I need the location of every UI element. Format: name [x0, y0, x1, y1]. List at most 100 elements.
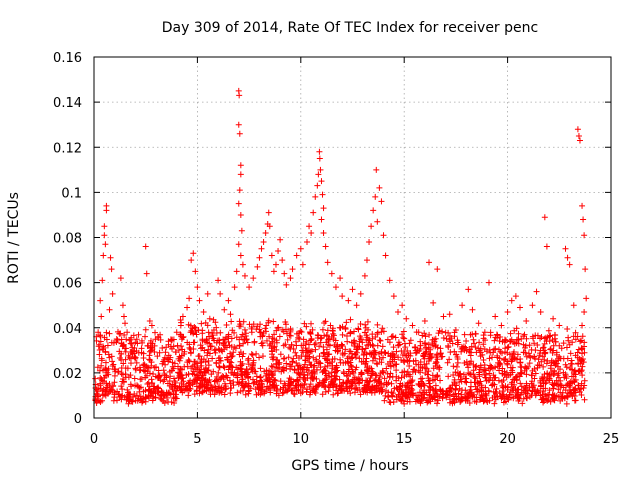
data-point: [155, 333, 162, 340]
data-point: [108, 266, 115, 273]
data-point: [288, 363, 295, 370]
data-point: [543, 379, 550, 386]
y-tick-label: 0: [74, 412, 82, 427]
data-point: [321, 377, 328, 384]
data-point: [222, 386, 229, 393]
data-point: [237, 211, 244, 218]
data-point: [161, 371, 168, 378]
data-point: [386, 277, 393, 284]
data-point: [101, 232, 108, 239]
data-point: [426, 331, 433, 338]
data-point: [451, 376, 458, 383]
data-point: [110, 382, 117, 389]
data-point: [99, 277, 106, 284]
data-point: [579, 346, 586, 353]
data-point: [351, 376, 358, 383]
data-point: [133, 336, 140, 343]
data-point: [422, 349, 429, 356]
data-point: [542, 350, 549, 357]
data-point: [548, 359, 555, 366]
data-point: [489, 382, 496, 389]
data-point: [517, 380, 524, 387]
data-point: [291, 385, 298, 392]
data-point: [321, 367, 328, 374]
data-point: [315, 383, 322, 390]
data-point: [216, 354, 223, 361]
data-point: [377, 370, 384, 377]
data-point: [578, 392, 585, 399]
data-point: [177, 387, 184, 394]
data-point: [100, 252, 107, 259]
data-point: [549, 349, 556, 356]
data-point: [232, 345, 239, 352]
data-point: [388, 392, 395, 399]
data-point: [463, 337, 470, 344]
data-point: [198, 362, 205, 369]
data-point: [376, 184, 383, 191]
data-point: [325, 382, 332, 389]
data-point: [367, 350, 374, 357]
data-point: [281, 270, 288, 277]
data-point: [555, 363, 562, 370]
data-point: [104, 369, 111, 376]
data-point: [110, 361, 117, 368]
data-point: [323, 332, 330, 339]
data-point: [376, 373, 383, 380]
data-point: [320, 205, 327, 212]
data-point: [316, 148, 323, 155]
data-point: [489, 354, 496, 361]
data-point: [581, 232, 588, 239]
data-point: [398, 374, 405, 381]
data-point: [480, 398, 487, 405]
data-point: [557, 383, 564, 390]
data-point: [335, 347, 342, 354]
data-point: [167, 343, 174, 350]
data-point: [504, 344, 511, 351]
data-point: [555, 386, 562, 393]
data-point: [208, 371, 215, 378]
data-point: [236, 351, 243, 358]
y-axis-label: ROTI / TECUs: [6, 192, 22, 284]
data-point: [326, 342, 333, 349]
data-point: [511, 381, 518, 388]
data-point: [260, 239, 267, 246]
data-point: [504, 308, 511, 315]
data-point: [331, 369, 338, 376]
data-point: [236, 336, 243, 343]
data-point: [446, 356, 453, 363]
data-point: [462, 344, 469, 351]
data-point: [482, 371, 489, 378]
data-point: [192, 268, 199, 275]
data-point: [225, 335, 232, 342]
data-point: [378, 328, 385, 335]
data-point: [238, 380, 245, 387]
data-point: [514, 351, 521, 358]
data-point: [487, 329, 494, 336]
data-point: [258, 340, 265, 347]
data-point: [523, 335, 530, 342]
data-point: [102, 241, 109, 248]
data-point: [210, 335, 217, 342]
data-point: [460, 371, 467, 378]
data-point: [439, 328, 446, 335]
data-point: [355, 375, 362, 382]
data-point: [188, 257, 195, 264]
data-point: [120, 313, 127, 320]
data-point: [408, 378, 415, 385]
data-point: [188, 349, 195, 356]
data-point: [194, 284, 201, 291]
data-point: [169, 359, 176, 366]
data-point: [458, 348, 465, 355]
data-point: [157, 336, 164, 343]
data-point: [134, 340, 141, 347]
data-point: [398, 356, 405, 363]
data-point: [106, 306, 113, 313]
data-point: [104, 342, 111, 349]
data-point: [178, 343, 185, 350]
data-point: [150, 383, 157, 390]
data-point: [272, 368, 279, 375]
data-point: [198, 320, 205, 327]
data-point: [577, 384, 584, 391]
data-point: [209, 386, 216, 393]
data-point: [110, 339, 117, 346]
